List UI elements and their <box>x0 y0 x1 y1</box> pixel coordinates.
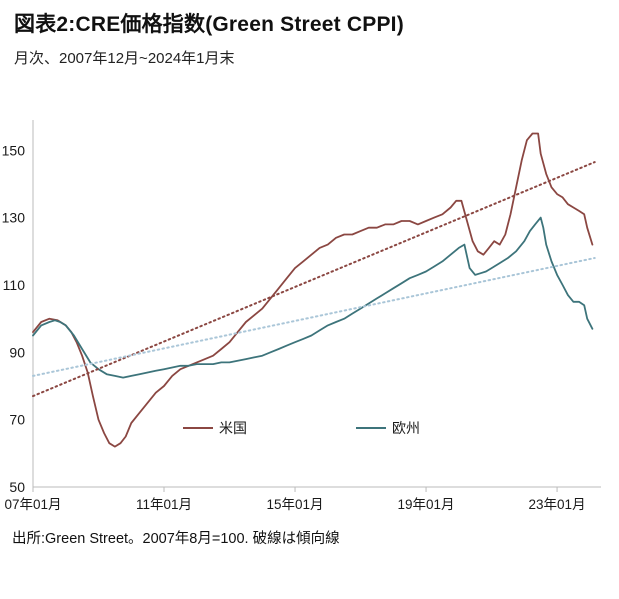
x-tick-label: 07年01月 <box>4 497 61 512</box>
x-tick-label: 11年01月 <box>136 497 192 512</box>
legend-label-1: 欧州 <box>392 420 420 436</box>
x-tick-label: 23年01月 <box>529 497 586 512</box>
x-tick-label: 19年01月 <box>398 497 455 512</box>
y-tick-label: 110 <box>3 277 26 293</box>
y-tick-label: 50 <box>9 479 25 495</box>
y-tick-label: 70 <box>9 412 25 428</box>
y-tick-label: 90 <box>9 345 25 361</box>
chart-area: 50 70 90 110 130 150 07年01月 11年01月 15年01月 19年01月 2… <box>0 70 619 525</box>
series-line-eu-trend <box>32 257 596 378</box>
chart-header: 図表2:CRE価格指数(Green Street CPPI) 月次、2007年1… <box>0 0 619 68</box>
y-tick-label: 150 <box>2 143 26 159</box>
series-line-eu <box>32 216 594 379</box>
x-tick-label: 15年01月 <box>267 497 324 512</box>
legend-label-0: 米国 <box>219 420 247 436</box>
cre-chart: 50 70 90 110 130 150 07年01月 11年01月 15年01月 19年01月 2… <box>2 120 601 512</box>
source-note: 出所:Green Street。2007年8月=100. 破線は傾向線 <box>12 531 340 548</box>
chart-subtitle: 月次、2007年12月~2024年1月末 <box>14 50 235 68</box>
chart-title: 図表2:CRE価格指数(Green Street CPPI) <box>14 13 404 36</box>
y-tick-label: 130 <box>2 210 26 226</box>
series-line-us-trend <box>32 161 596 398</box>
series-line-us <box>32 132 594 448</box>
